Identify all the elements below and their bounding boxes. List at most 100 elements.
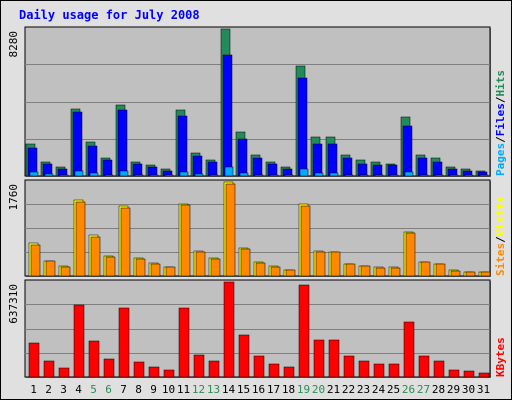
bar-sites-day-1 xyxy=(30,244,41,277)
bar-kbytes-day-25 xyxy=(388,363,400,378)
bar-sites-day-4 xyxy=(75,201,86,277)
legend-sites: Sites xyxy=(494,243,507,276)
bar-pages-day-17 xyxy=(269,174,279,177)
bar-pages-day-15 xyxy=(239,172,249,177)
day-label-7: 7 xyxy=(120,383,127,396)
bar-files-day-27 xyxy=(417,157,428,177)
bar-kbytes-day-17 xyxy=(268,363,280,378)
bar-pages-day-21 xyxy=(329,172,339,177)
day-label-15: 15 xyxy=(237,383,250,396)
bar-sites-day-13 xyxy=(210,258,221,277)
bar-files-day-14 xyxy=(222,54,233,177)
bar-files-day-15 xyxy=(237,138,248,177)
bar-sites-day-30 xyxy=(465,271,476,277)
bar-pages-day-11 xyxy=(179,171,189,177)
bar-sites-day-9 xyxy=(150,263,161,277)
bar-kbytes-day-26 xyxy=(403,321,415,378)
bar-pages-day-3 xyxy=(59,174,69,177)
day-label-26: 26 xyxy=(402,383,415,396)
bar-sites-day-6 xyxy=(105,256,116,277)
panel-max-label: 637310 xyxy=(7,284,20,324)
day-label-31: 31 xyxy=(477,383,490,396)
legend-files: Files xyxy=(494,103,507,136)
bar-kbytes-day-15 xyxy=(238,334,250,378)
bar-kbytes-day-30 xyxy=(463,370,475,378)
bar-sites-day-31 xyxy=(480,271,491,277)
bar-pages-day-5 xyxy=(89,172,99,177)
bar-files-day-16 xyxy=(252,157,263,177)
bar-sites-day-12 xyxy=(195,251,206,277)
day-label-30: 30 xyxy=(462,383,475,396)
chart-title: Daily usage for July 2008 xyxy=(19,8,200,22)
bar-files-day-12 xyxy=(192,155,203,177)
bar-kbytes-day-13 xyxy=(208,360,220,378)
bar-kbytes-day-16 xyxy=(253,355,265,378)
bar-kbytes-day-22 xyxy=(343,355,355,378)
day-label-23: 23 xyxy=(357,383,370,396)
bar-pages-day-24 xyxy=(374,174,384,177)
panel-max-label: 8280 xyxy=(7,31,20,58)
bar-files-day-28 xyxy=(432,161,443,177)
bar-sites-day-19 xyxy=(300,205,311,277)
day-label-1: 1 xyxy=(30,383,37,396)
bar-pages-day-6 xyxy=(104,174,114,177)
bar-pages-day-30 xyxy=(464,174,474,177)
day-label-28: 28 xyxy=(432,383,445,396)
bar-files-day-22 xyxy=(342,157,353,177)
panel-2: 1760 Sites/Visits xyxy=(7,179,507,277)
day-label-8: 8 xyxy=(135,383,142,396)
chart-panels: 8280Pages/Files/Hits1760Sites/Visits6373… xyxy=(7,26,507,378)
bar-pages-day-8 xyxy=(134,174,144,177)
day-label-18: 18 xyxy=(282,383,295,396)
day-label-9: 9 xyxy=(150,383,157,396)
bar-files-day-24 xyxy=(372,164,383,177)
bar-kbytes-day-19 xyxy=(298,284,310,378)
bar-pages-day-29 xyxy=(449,174,459,177)
bar-pages-day-12 xyxy=(194,173,204,177)
bar-pages-day-14 xyxy=(224,166,234,177)
bar-files-day-23 xyxy=(357,163,368,177)
bar-sites-day-28 xyxy=(435,263,446,277)
day-label-11: 11 xyxy=(177,383,190,396)
bar-kbytes-day-1 xyxy=(28,342,40,378)
bar-pages-day-13 xyxy=(209,174,219,177)
bar-pages-day-23 xyxy=(359,174,369,177)
legend-kbytes: KBytes xyxy=(494,337,507,377)
bar-kbytes-day-20 xyxy=(313,339,325,378)
bar-sites-day-20 xyxy=(315,251,326,277)
bar-pages-day-16 xyxy=(254,174,264,177)
bar-sites-day-14 xyxy=(225,183,236,277)
bar-sites-day-8 xyxy=(135,258,146,277)
bar-pages-day-27 xyxy=(419,174,429,177)
legend-separator: / xyxy=(494,96,507,103)
bar-pages-day-7 xyxy=(119,170,129,177)
day-label-6: 6 xyxy=(105,383,112,396)
bar-files-day-9 xyxy=(147,166,158,177)
panel-max-label: 1760 xyxy=(7,184,20,211)
panel-plot-area xyxy=(24,26,491,177)
legend-separator: / xyxy=(494,136,507,143)
bar-pages-day-28 xyxy=(434,174,444,177)
day-label-4: 4 xyxy=(75,383,82,396)
bar-sites-day-15 xyxy=(240,248,251,277)
bar-files-day-17 xyxy=(267,163,278,177)
day-label-13: 13 xyxy=(207,383,220,396)
bar-sites-day-7 xyxy=(120,207,131,277)
bar-kbytes-day-31 xyxy=(478,372,490,378)
bar-kbytes-day-3 xyxy=(58,367,70,378)
bar-files-day-7 xyxy=(117,109,128,177)
bar-kbytes-day-23 xyxy=(358,360,370,378)
bar-files-day-13 xyxy=(207,161,218,177)
bar-files-day-20 xyxy=(312,143,323,177)
day-label-25: 25 xyxy=(387,383,400,396)
bar-sites-day-16 xyxy=(255,262,266,277)
bar-files-day-5 xyxy=(87,145,98,177)
bar-pages-day-20 xyxy=(314,172,324,177)
day-labels: 1 2 3 4 5 6 7 8 9 10 11 12 13 14 15 16 17 18 19 20 21 22 23 24 2… xyxy=(30,383,490,396)
bar-kbytes-day-28 xyxy=(433,360,445,378)
bar-sites-day-26 xyxy=(405,232,416,277)
legend-separator: / xyxy=(494,236,507,243)
panel-legend: KBytes xyxy=(494,337,507,377)
panel-3: 637310 KBytes xyxy=(7,279,507,378)
